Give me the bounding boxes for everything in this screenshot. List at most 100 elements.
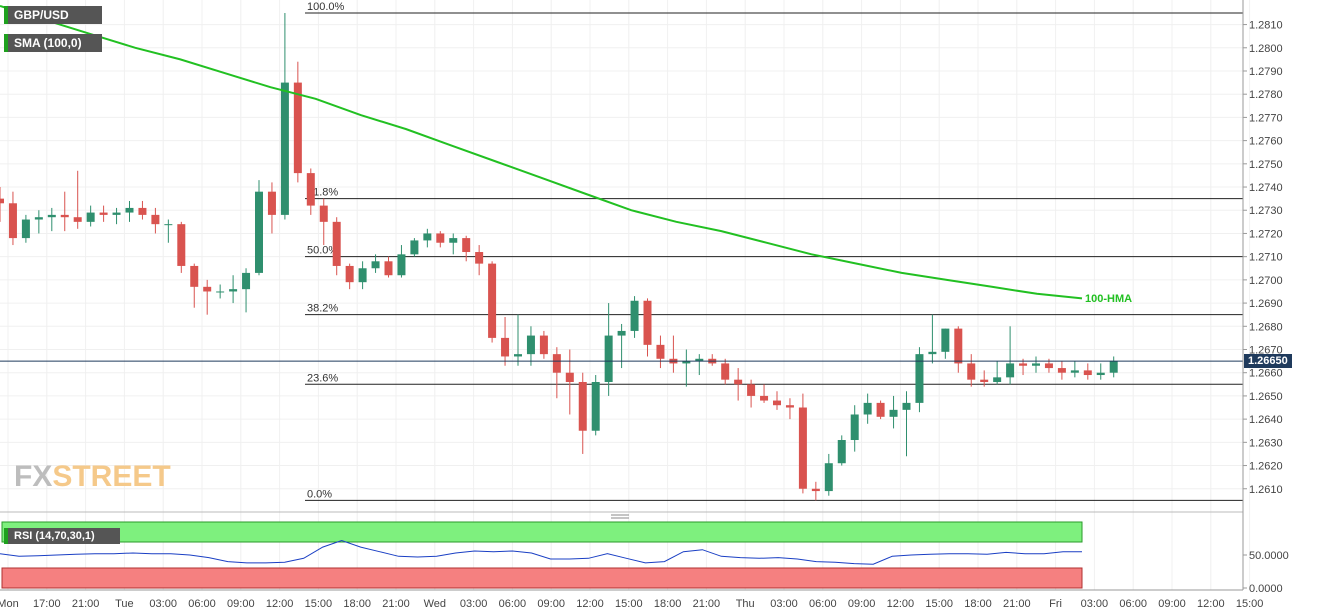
- candle: [501, 317, 510, 366]
- candle-body: [306, 173, 315, 206]
- candle-body: [785, 405, 794, 408]
- candle: [630, 296, 639, 338]
- candle: [164, 219, 173, 243]
- candle-body: [747, 384, 756, 396]
- x-tick-label: 09:00: [227, 598, 255, 610]
- hma-line: [0, 5, 1083, 300]
- candle: [682, 349, 691, 387]
- x-tick-label: 03:00: [770, 598, 798, 610]
- candle-body: [423, 233, 432, 241]
- candle: [371, 254, 380, 273]
- candle: [967, 354, 976, 387]
- candle-body: [462, 238, 471, 253]
- candle: [190, 263, 199, 308]
- candle: [8, 191, 17, 246]
- candle: [1057, 361, 1066, 380]
- candle: [941, 328, 950, 359]
- candle-body: [539, 335, 548, 355]
- candle: [954, 326, 963, 373]
- candle-body: [99, 212, 108, 215]
- candle: [980, 370, 989, 387]
- fib-label: 0.0%: [307, 488, 332, 500]
- y-tick-label: 1.2810: [1249, 20, 1283, 32]
- rsi-tick-label: 0.0000: [1249, 583, 1283, 595]
- rsi-oversold-zone: [1, 567, 1083, 589]
- candle-body: [267, 191, 276, 215]
- resize-handle[interactable]: [611, 514, 629, 519]
- candle: [125, 200, 134, 222]
- y-tick-label: 1.2680: [1249, 321, 1283, 333]
- sma-label[interactable]: SMA (100,0): [4, 34, 102, 52]
- rsi-tick-label: 50.0000: [1249, 550, 1289, 562]
- x-tick-label: 15:00: [925, 598, 953, 610]
- candle: [0, 187, 4, 222]
- candle-body: [967, 363, 976, 380]
- candle-body: [773, 400, 781, 406]
- candle: [1096, 363, 1105, 380]
- y-tick-label: 1.2790: [1249, 66, 1283, 78]
- candle-body: [760, 395, 769, 401]
- candle: [267, 182, 276, 234]
- y-tick-label: 1.2620: [1249, 461, 1283, 473]
- candle-body: [138, 207, 147, 215]
- candle-body: [410, 240, 419, 255]
- candle: [1006, 326, 1015, 385]
- rsi-line: [0, 539, 1082, 565]
- x-tick-label: 15:00: [615, 598, 643, 610]
- watermark-fx: FX: [14, 460, 53, 493]
- candle-body: [1057, 368, 1066, 373]
- candle-body: [151, 214, 160, 225]
- candle: [177, 221, 186, 273]
- y-tick-label: 1.2750: [1249, 159, 1283, 171]
- x-tick-label: 09:00: [848, 598, 876, 610]
- candle: [384, 256, 393, 278]
- candle: [47, 207, 56, 232]
- x-tick-label: 18:00: [964, 598, 992, 610]
- symbol-label[interactable]: GBP/USD: [4, 6, 102, 24]
- candle: [462, 235, 471, 262]
- candle-body: [384, 261, 393, 276]
- candle-body: [928, 351, 937, 355]
- x-tick-label: 17:00: [33, 598, 61, 610]
- rsi-label[interactable]: RSI (14,70,30,1): [4, 528, 120, 544]
- candle-body: [112, 212, 121, 215]
- candle-body: [293, 82, 302, 174]
- x-tick-label: 09:00: [537, 598, 565, 610]
- x-tick-label: Fri: [1049, 598, 1062, 610]
- hma-label: 100-HMA: [1085, 293, 1132, 305]
- y-tick-label: 1.2610: [1249, 484, 1283, 496]
- rsi-panel: 50.0000 0.0000: [0, 521, 1289, 595]
- candle-body: [1032, 363, 1040, 366]
- price-axis: 1.2810 1.2800 1.2790 1.2780 1.2770 1.2760 1.27…: [1243, 20, 1283, 496]
- candle: [255, 180, 263, 276]
- candle-body: [86, 212, 95, 222]
- x-tick-label: 12:00: [1197, 598, 1225, 610]
- y-tick-label: 1.2780: [1249, 89, 1283, 101]
- candle: [915, 347, 924, 413]
- candle: [734, 368, 743, 401]
- current-price-tag: 1.26650: [1244, 354, 1292, 369]
- x-tick-label: 03:00: [1081, 598, 1109, 610]
- y-tick-label: 1.2770: [1249, 112, 1283, 124]
- candle: [319, 198, 328, 246]
- fib-label: 100.0%: [307, 1, 345, 13]
- candle-body: [526, 335, 535, 355]
- candle: [656, 335, 665, 369]
- candle: [449, 233, 458, 255]
- candle-body: [1070, 370, 1079, 373]
- candle: [1083, 363, 1092, 380]
- fib-label: 61.8%: [307, 187, 338, 199]
- candle: [889, 395, 898, 429]
- x-tick-label: Thu: [736, 598, 755, 610]
- fib-label: 38.2%: [307, 303, 338, 315]
- y-tick-label: 1.2690: [1249, 298, 1283, 310]
- candles: [0, 12, 1118, 501]
- fibonacci-levels: 100.0% 61.8% 50.0% 38.2% 23.6% 0.0%: [305, 1, 1243, 501]
- candle: [1032, 356, 1040, 373]
- candle-body: [177, 224, 186, 266]
- candle: [436, 231, 445, 248]
- candle-body: [164, 224, 173, 226]
- candle-body: [889, 409, 898, 417]
- candle-body: [514, 354, 522, 357]
- candle-body: [811, 488, 820, 492]
